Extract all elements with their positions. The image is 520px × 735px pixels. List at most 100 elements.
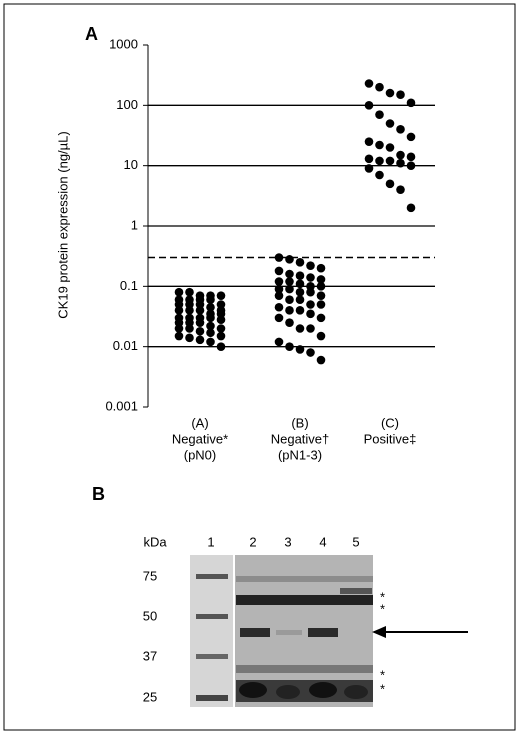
- dot: [306, 324, 315, 333]
- dot: [375, 140, 384, 150]
- dot: [396, 125, 405, 134]
- dot: [406, 152, 416, 162]
- arrow: [372, 626, 468, 638]
- dot: [306, 261, 315, 270]
- dot: [306, 309, 315, 319]
- dot: [274, 313, 284, 323]
- dot: [316, 313, 326, 323]
- dot: [396, 90, 405, 100]
- dot: [385, 156, 395, 166]
- dot: [295, 295, 305, 305]
- dot: [316, 331, 326, 341]
- marker-label: 37: [143, 648, 157, 663]
- dot: [295, 271, 305, 281]
- dot: [206, 321, 215, 331]
- dot: [195, 335, 205, 345]
- dot: [316, 355, 326, 365]
- dot: [396, 150, 405, 160]
- dot: [316, 263, 326, 273]
- frame: [3, 3, 516, 731]
- y-tick-label: 1000: [109, 36, 138, 51]
- dot: [195, 326, 205, 336]
- dot: [206, 328, 215, 338]
- panel-label: B: [92, 484, 105, 504]
- unit-label: kDa: [143, 534, 167, 549]
- annotation: *: [380, 681, 385, 696]
- dot: [206, 295, 215, 305]
- x-tick-label: (pN1-3): [278, 447, 322, 462]
- dot: [274, 302, 284, 312]
- x-tick-label: (A): [191, 415, 208, 430]
- dot: [364, 79, 374, 88]
- dot: [185, 324, 194, 333]
- lane-label: 5: [352, 534, 359, 549]
- dot: [216, 342, 226, 351]
- dot: [364, 137, 374, 146]
- dot: [285, 255, 294, 264]
- dot: [306, 273, 315, 282]
- dot: [406, 98, 416, 108]
- annotation: *: [380, 601, 385, 616]
- dot: [316, 282, 326, 291]
- dot: [364, 164, 374, 173]
- dot: [295, 279, 305, 289]
- lane-label: 1: [207, 534, 214, 549]
- dot: [295, 258, 305, 267]
- dot: [274, 337, 284, 347]
- x-tick-label: (C): [381, 415, 399, 430]
- marker-label: 75: [143, 568, 157, 583]
- y-tick-label: 0.1: [120, 278, 138, 293]
- dot: [285, 269, 294, 279]
- lane-label: 2: [249, 534, 256, 549]
- dot: [396, 185, 405, 194]
- dot: [406, 203, 416, 213]
- dot: [295, 324, 305, 333]
- x-tick-label: (pN0): [184, 447, 217, 462]
- x-tick-label: Negative*: [172, 431, 228, 446]
- y-tick-label: 0.01: [113, 338, 138, 353]
- marker-label: 25: [143, 689, 157, 704]
- dot: [285, 342, 294, 351]
- dot: [185, 333, 194, 343]
- dot: [195, 318, 205, 327]
- dot: [406, 132, 416, 142]
- y-tick-label: 0.001: [105, 398, 138, 413]
- x-tick-label: Negative†: [271, 431, 330, 446]
- dot: [306, 287, 315, 297]
- marker-label: 50: [143, 608, 157, 623]
- lane-label: 3: [284, 534, 291, 549]
- dot: [385, 119, 395, 128]
- dot: [216, 324, 226, 333]
- dot: [375, 170, 384, 180]
- y-tick-label: 100: [116, 97, 138, 112]
- dot: [295, 345, 305, 354]
- y-tick-label: 1: [131, 217, 138, 232]
- dot: [306, 300, 315, 309]
- annotation: *: [380, 589, 385, 604]
- x-tick-label: (B): [291, 415, 308, 430]
- dot: [174, 331, 184, 341]
- dot: [285, 318, 294, 327]
- dot: [295, 287, 305, 297]
- dot: [375, 82, 384, 92]
- dot: [216, 291, 226, 300]
- dot: [306, 348, 315, 357]
- dot: [385, 88, 395, 98]
- panel-label: A: [85, 24, 98, 44]
- dot: [375, 110, 384, 119]
- dot: [285, 306, 294, 315]
- dot: [375, 156, 384, 166]
- dot: [206, 313, 215, 323]
- y-tick-label: 10: [124, 157, 138, 172]
- annotation: *: [380, 667, 385, 682]
- dot: [295, 306, 305, 315]
- dot: [364, 101, 374, 110]
- dot: [316, 300, 326, 309]
- dot: [195, 306, 205, 315]
- dot: [206, 337, 215, 347]
- dot: [274, 291, 284, 300]
- dot: [274, 266, 284, 276]
- dot: [364, 154, 374, 164]
- y-axis-label: CK19 protein expression (ng/µL): [55, 131, 70, 318]
